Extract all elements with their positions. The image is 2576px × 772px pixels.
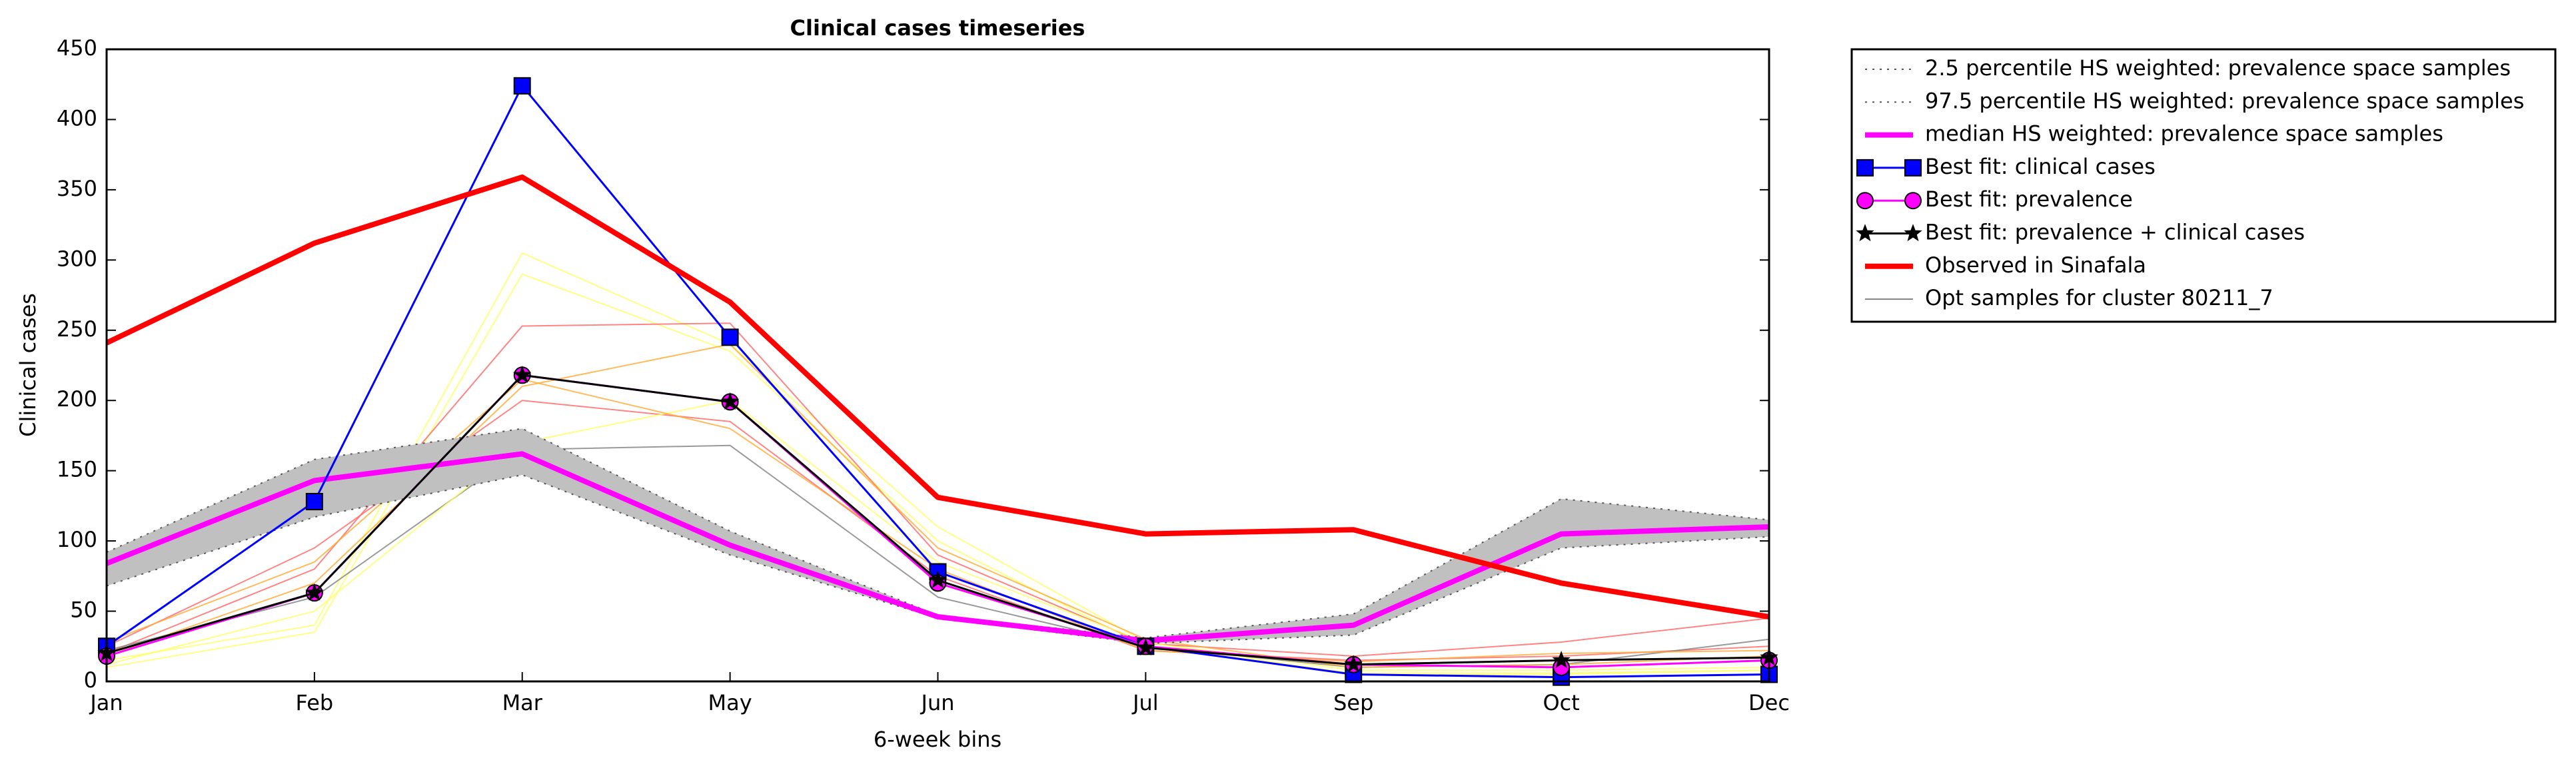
x-tick-label: Sep [1333,690,1373,715]
y-tick-label: 300 [57,246,97,271]
y-tick-label: 350 [57,176,97,201]
legend-marker [1904,224,1922,242]
legend-label: Best fit: prevalence [1925,187,2133,212]
y-tick-label: 0 [84,667,97,693]
legend-label: Opt samples for cluster 80211_7 [1925,285,2273,310]
y-tick-label: 250 [57,316,97,342]
series-marker [513,77,531,95]
legend-label: 97.5 percentile HS weighted: prevalence … [1925,88,2524,113]
x-axis-label: 6-week bins [874,727,1001,752]
y-axis-label: Clinical cases [15,293,41,437]
y-tick-label: 150 [57,457,97,482]
series-marker [720,392,740,410]
y-tick-label: 450 [57,35,97,61]
series-marker [305,493,323,511]
series-marker [1136,637,1155,656]
series-marker [305,583,324,601]
y-tick-label: 100 [57,527,97,552]
series-line [106,474,1770,645]
x-tick-label: Mar [502,690,543,715]
series-marker [1344,655,1363,673]
legend-label: median HS weighted: prevalence space sam… [1925,121,2443,147]
x-tick-label: Jan [89,690,123,715]
x-tick-label: Feb [296,690,334,715]
legend-marker [1856,192,1874,210]
x-tick-label: Dec [1748,690,1790,715]
legend-label: Best fit: clinical cases [1925,154,2156,179]
opt-sample-line [106,400,1770,675]
percentile-band [107,428,1769,644]
series-marker [721,328,739,346]
x-tick-label: Jul [1131,690,1159,715]
x-tick-label: Oct [1543,690,1579,715]
y-tick-label: 200 [57,386,97,412]
legend-marker [1856,224,1874,242]
x-tick-label: May [708,690,752,715]
legend-label: Best fit: prevalence + clinical cases [1925,220,2305,245]
legend-label: Observed in Sinafala [1925,252,2146,278]
x-tick-label: Jun [920,690,955,715]
legend-marker [1904,192,1922,210]
legend-marker [1904,159,1922,177]
legend-marker [1856,159,1874,177]
y-tick-label: 400 [57,105,97,131]
chart-title: Clinical cases timeseries [790,15,1085,41]
legend-label: 2.5 percentile HS weighted: prevalence s… [1925,55,2511,81]
opt-sample-line [106,273,1770,674]
series-marker [1552,650,1571,669]
legend-box [1850,48,2557,323]
series-marker [928,570,948,588]
plot-frame [105,48,1770,683]
series-marker [513,365,532,383]
y-tick-label: 50 [70,597,97,623]
series-line [105,174,1770,619]
